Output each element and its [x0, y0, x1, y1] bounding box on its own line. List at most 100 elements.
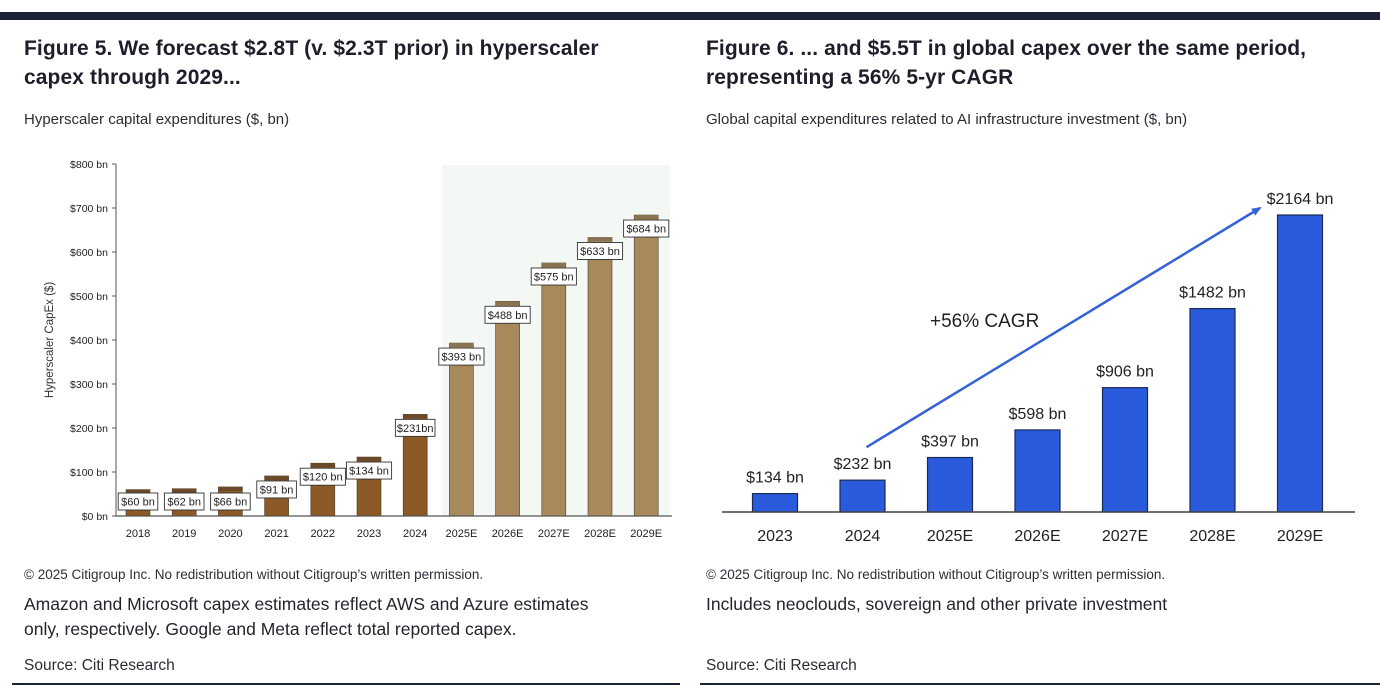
- data-label: $598 bn: [1009, 406, 1067, 423]
- data-label: $575 bn: [534, 272, 574, 284]
- bar-group: $120 bn: [299, 462, 346, 517]
- bar: [541, 262, 567, 517]
- data-label: $633 bn: [580, 246, 620, 258]
- data-label-box: [530, 267, 577, 286]
- bar-cap: [588, 237, 612, 242]
- x-tick-label: 2029E: [630, 528, 662, 540]
- bars: $134 bn $232 bn $397 bn $598 bn $906 bn $1482…: [746, 191, 1334, 513]
- bar-group: $66 bn: [210, 486, 251, 517]
- bar-cap: [264, 475, 289, 480]
- x-axis: 2018 2019 2020 2021 2022 2023 2024 2025E 2026E 20…: [116, 515, 672, 540]
- bar: [633, 214, 659, 517]
- cagr-arrow: [865, 206, 1262, 449]
- x-tick-label: 2021: [264, 528, 288, 540]
- y-tick-label: $0 bn: [82, 511, 108, 523]
- figure-5-copyright: © 2025 Citigroup Inc. No redistribution …: [24, 567, 484, 582]
- bar-group: $575 bn: [530, 262, 577, 517]
- x-tick-label: 2022: [311, 528, 335, 540]
- data-label: $2164 bn: [1267, 191, 1334, 208]
- data-label-box: [576, 242, 624, 260]
- bar: [1276, 214, 1324, 513]
- bar-group: $906 bn: [1096, 364, 1154, 513]
- data-label-box: [210, 492, 251, 511]
- x-tick-label: 2026E: [492, 528, 524, 540]
- y-tick-label: $200 bn: [70, 423, 108, 435]
- data-label-box: [299, 467, 346, 486]
- figure-6-bottom-rule: [700, 683, 1380, 685]
- data-label-box: [484, 305, 531, 324]
- y-tick-label: $600 bn: [70, 247, 108, 259]
- bar-group: $62 bn: [163, 488, 205, 517]
- bar-group: $1482 bn: [1179, 285, 1246, 513]
- x-axis: 2023 2024 2025E 2026E 2027E 2028E 2029E: [757, 528, 1323, 545]
- data-label: $393 bn: [442, 352, 482, 364]
- data-label: $684 bn: [626, 224, 666, 236]
- data-label: $232 bn: [834, 456, 892, 473]
- bar-group: $488 bn: [484, 300, 531, 517]
- y-axis-label: Hyperscaler CapEx ($): [44, 282, 56, 398]
- bar-group: $231bn: [394, 414, 436, 517]
- x-tick-label: 2027E: [538, 528, 570, 540]
- bar-group: $633 bn: [576, 237, 624, 517]
- bars: $60 bn $62 bn $66 bn $91 bn $120 bn $134 bn $2…: [117, 214, 670, 517]
- bar-cap: [126, 489, 150, 494]
- bar-cap: [172, 488, 197, 493]
- bar-group: $232 bn: [834, 456, 892, 513]
- figure-6-title-line2: representing a 56% 5-yr CAGR: [706, 66, 1014, 89]
- bar-group: $397 bn: [921, 434, 979, 513]
- bar: [926, 456, 974, 513]
- figure-6-subtitle: Global capital expenditures related to A…: [706, 111, 1188, 128]
- figure-6-panel: Figure 6. ... and $5.5T in global capex …: [690, 0, 1380, 695]
- data-label-box: [623, 219, 670, 238]
- figure-6-chart: $134 bn $232 bn $397 bn $598 bn $906 bn $1482…: [722, 191, 1355, 545]
- data-label: $120 bn: [303, 472, 343, 484]
- bar-cap: [495, 301, 520, 306]
- figure-5-panel: Figure 5. We forecast $2.8T (v. $2.3T pr…: [12, 34, 680, 685]
- x-tick-label: 2025E: [927, 528, 973, 545]
- figure-5-source: Source: Citi Research: [24, 657, 175, 674]
- x-tick-label: 2024: [403, 528, 427, 540]
- x-tick-label: 2024: [845, 528, 881, 545]
- data-label: $60 bn: [121, 497, 155, 509]
- figure-5-note-line1: Amazon and Microsoft capex estimates ref…: [24, 594, 589, 614]
- bar-cap: [634, 215, 659, 220]
- y-tick-label: $500 bn: [70, 291, 108, 303]
- figure-5-title-line1: Figure 5. We forecast $2.8T (v. $2.3T pr…: [24, 37, 599, 60]
- figure-5-note-line2: only, respectively. Google and Meta refl…: [24, 619, 517, 639]
- data-label-box: [438, 347, 485, 366]
- bar: [839, 479, 886, 513]
- bar-cap: [357, 457, 381, 462]
- x-tick-label: 2025E: [445, 528, 477, 540]
- x-tick-label: 2019: [172, 528, 196, 540]
- data-label-box: [394, 418, 436, 437]
- data-label: $488 bn: [488, 310, 528, 322]
- data-label-box: [256, 480, 297, 499]
- figure-5-note: Amazon and Microsoft capex estimates ref…: [24, 592, 588, 642]
- figure-5-bottom-rule: [12, 683, 680, 685]
- top-rule: [0, 12, 1380, 20]
- data-label-box: [117, 492, 159, 511]
- data-label: $397 bn: [921, 434, 979, 451]
- x-tick-label: 2028E: [584, 528, 616, 540]
- bar: [1014, 429, 1061, 513]
- figure-5-subtitle: Hyperscaler capital expenditures ($, bn): [24, 111, 290, 128]
- figure-6-copyright: © 2025 Citigroup Inc. No redistribution …: [706, 567, 1166, 582]
- y-tick-label: $800 bn: [70, 159, 108, 171]
- figure-5-title: Figure 5. We forecast $2.8T (v. $2.3T pr…: [24, 34, 599, 92]
- bar-group: $60 bn: [117, 489, 159, 517]
- bar: [449, 342, 474, 517]
- x-tick-label: 2028E: [1189, 528, 1235, 545]
- figure-6-title-line1: Figure 6. ... and $5.5T in global capex …: [706, 37, 1307, 60]
- bar-group: $598 bn: [1009, 406, 1067, 513]
- figure-6-note-line1: Includes neoclouds, sovereign and other …: [706, 594, 1168, 614]
- figure-5-title-line2: capex through 2029...: [24, 66, 241, 89]
- x-tick-label: 2018: [126, 528, 150, 540]
- figure-6-title: Figure 6. ... and $5.5T in global capex …: [706, 34, 1306, 92]
- figure-5-chart: $0 bn $100 bn $200 bn $300 bn $400 bn $500 bn…: [44, 159, 672, 540]
- y-axis: $0 bn $100 bn $200 bn $300 bn $400 bn $500 bn…: [70, 159, 117, 523]
- data-label: $231bn: [397, 423, 434, 435]
- data-label-box: [163, 492, 205, 511]
- bar-group: $91 bn: [256, 475, 297, 517]
- x-tick-label: 2026E: [1014, 528, 1060, 545]
- bar: [495, 300, 520, 517]
